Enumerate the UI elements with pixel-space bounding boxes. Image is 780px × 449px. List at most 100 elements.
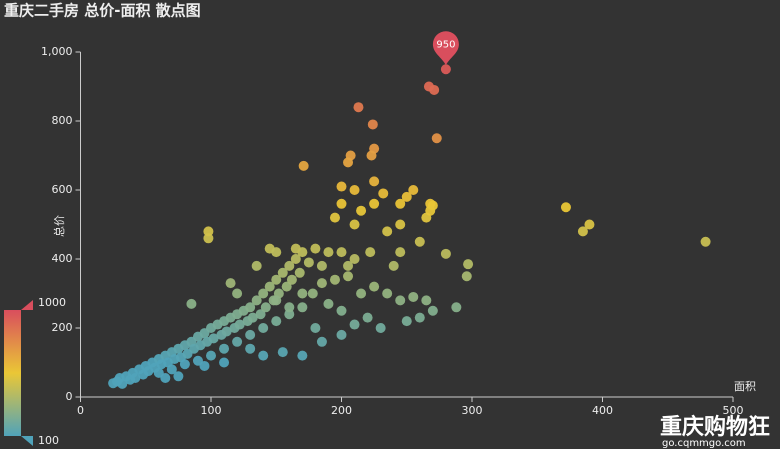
data-point	[310, 323, 321, 333]
data-point	[382, 226, 393, 237]
data-point	[258, 323, 269, 333]
visual-map-max-label: 1000	[38, 296, 66, 309]
data-point	[130, 373, 141, 384]
data-point	[349, 185, 360, 195]
y-tick-label: 1,000	[41, 45, 73, 58]
data-point	[343, 260, 354, 271]
data-point	[414, 312, 425, 323]
data-point	[395, 295, 406, 306]
data-point	[382, 288, 393, 299]
data-point	[271, 316, 282, 327]
x-tick-label: 0	[77, 404, 84, 417]
data-point	[271, 274, 282, 285]
data-point	[343, 157, 354, 168]
data-point	[577, 226, 588, 237]
x-axis-label: 面积	[734, 380, 756, 393]
data-point	[366, 150, 377, 161]
data-point	[323, 298, 334, 309]
data-point	[395, 219, 406, 230]
data-point	[316, 278, 327, 289]
data-point	[310, 243, 321, 254]
data-point	[232, 288, 243, 299]
data-point	[255, 309, 266, 320]
data-point	[284, 260, 295, 271]
data-point	[208, 333, 219, 344]
data-point	[323, 247, 334, 258]
data-point	[258, 350, 269, 361]
data-point	[251, 260, 262, 271]
data-point	[206, 350, 216, 361]
data-point	[336, 305, 347, 316]
data-point	[329, 274, 340, 285]
data-point	[336, 329, 347, 340]
data-point	[277, 267, 288, 278]
data-point	[369, 281, 380, 292]
data-point	[367, 119, 378, 130]
visual-map-handle-max	[21, 300, 33, 310]
data-point	[271, 247, 282, 258]
chart-title: 重庆二手房 总价-面积 散点图	[4, 2, 201, 20]
data-point	[166, 364, 177, 375]
data-point	[316, 336, 327, 347]
data-point	[343, 271, 354, 282]
y-tick-label: 800	[52, 114, 73, 127]
y-axis-label: 总价	[52, 215, 66, 237]
data-point	[362, 312, 373, 323]
data-point	[303, 257, 314, 268]
y-tick-label: 200	[52, 321, 73, 334]
data-point	[160, 373, 171, 384]
data-point	[365, 247, 376, 258]
visual-map-min-label: 100	[38, 434, 59, 447]
data-point	[245, 302, 256, 313]
data-point	[349, 319, 360, 330]
data-point	[251, 295, 262, 306]
data-point	[401, 191, 412, 202]
x-tick-label: 500	[723, 404, 744, 417]
data-point	[247, 312, 258, 323]
data-point	[281, 281, 292, 292]
data-point	[395, 198, 406, 209]
data-point	[349, 254, 360, 264]
y-tick-label: 400	[52, 252, 73, 265]
data-point	[408, 291, 419, 302]
data-point	[408, 185, 419, 195]
mark-point-label: 950	[436, 39, 455, 50]
data-point	[463, 259, 474, 270]
data-point	[258, 288, 269, 299]
data-point	[356, 288, 367, 299]
mark-point-pin	[432, 31, 459, 66]
data-point	[356, 205, 367, 216]
data-point	[584, 219, 595, 230]
watermark-url: go.cqmmgo.com	[662, 438, 746, 449]
data-point	[203, 226, 214, 237]
data-point	[414, 236, 425, 247]
data-point	[560, 202, 571, 213]
data-point	[427, 305, 438, 316]
data-point	[461, 271, 472, 282]
data-point	[284, 309, 295, 320]
data-point	[219, 357, 230, 368]
data-point	[316, 260, 327, 271]
data-point	[284, 302, 295, 313]
data-point	[245, 329, 256, 340]
data-point	[440, 64, 451, 75]
data-point	[421, 295, 432, 306]
data-point	[219, 343, 230, 354]
data-point	[369, 198, 380, 209]
data-point	[264, 281, 275, 292]
data-point	[245, 343, 256, 354]
x-tick-label: 400	[592, 404, 613, 417]
watermark-name: 重庆购物狂	[660, 414, 770, 440]
data-point	[271, 295, 282, 306]
data-point	[199, 360, 210, 371]
data-point	[307, 288, 318, 299]
data-point	[221, 326, 232, 337]
data-point	[290, 254, 301, 264]
data-point	[203, 233, 214, 244]
visual-map-handle-min	[21, 436, 33, 446]
data-point	[234, 319, 245, 330]
data-point	[375, 323, 386, 333]
data-point	[401, 316, 412, 327]
y-tick-label: 600	[52, 183, 73, 196]
